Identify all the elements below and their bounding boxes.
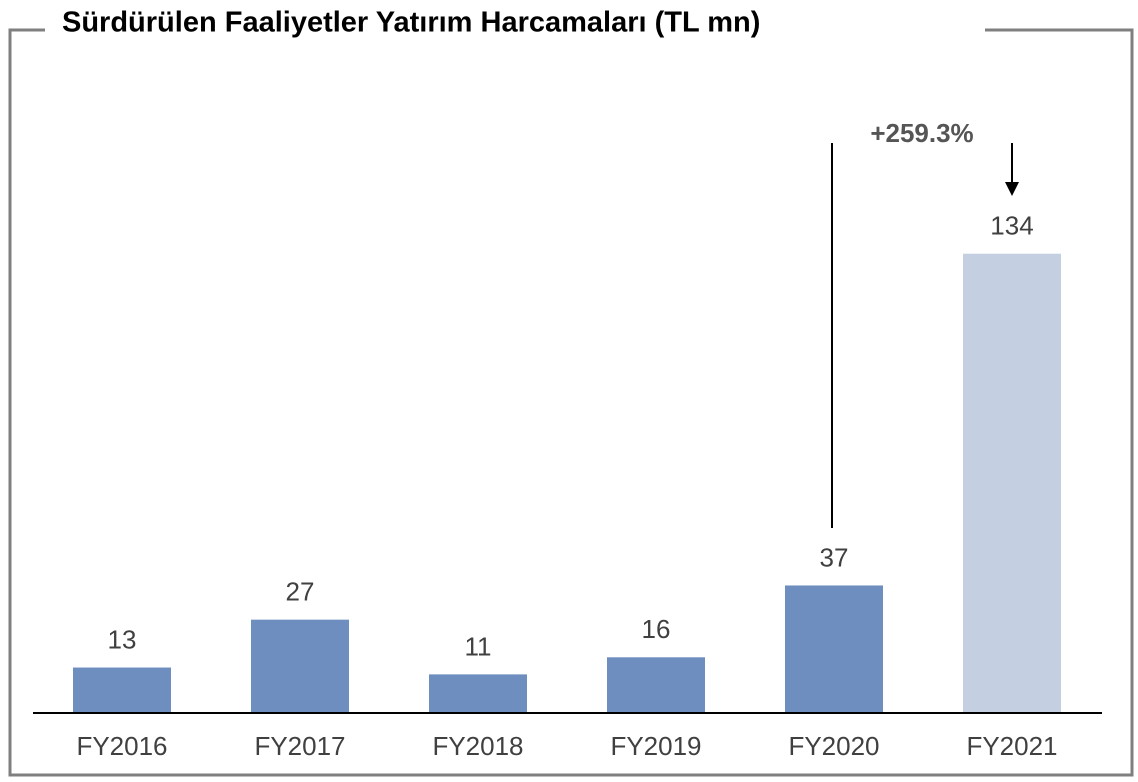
arrow-head <box>1005 182 1019 196</box>
value-label: 13 <box>108 624 137 654</box>
growth-annotation: +259.3% <box>870 118 973 148</box>
bar <box>73 667 171 712</box>
bar <box>607 657 705 712</box>
x-tick-label: FY2018 <box>432 731 523 761</box>
x-tick-label: FY2020 <box>788 731 879 761</box>
x-tick-label: FY2017 <box>254 731 345 761</box>
bar <box>785 585 883 712</box>
x-tick-label: FY2021 <box>966 731 1057 761</box>
bar <box>251 619 349 712</box>
value-label: 27 <box>286 577 315 607</box>
frame <box>8 28 1134 777</box>
value-label: 37 <box>820 542 849 572</box>
value-label: 11 <box>465 631 492 661</box>
x-tick-label: FY2019 <box>610 731 701 761</box>
chart-title: Sürdürülen Faaliyetler Yatırım Harcamala… <box>62 7 760 39</box>
value-label: 134 <box>990 211 1033 241</box>
bar <box>963 253 1061 712</box>
value-label: 16 <box>642 614 671 644</box>
x-tick-label: FY2016 <box>76 731 167 761</box>
bar <box>429 674 527 712</box>
